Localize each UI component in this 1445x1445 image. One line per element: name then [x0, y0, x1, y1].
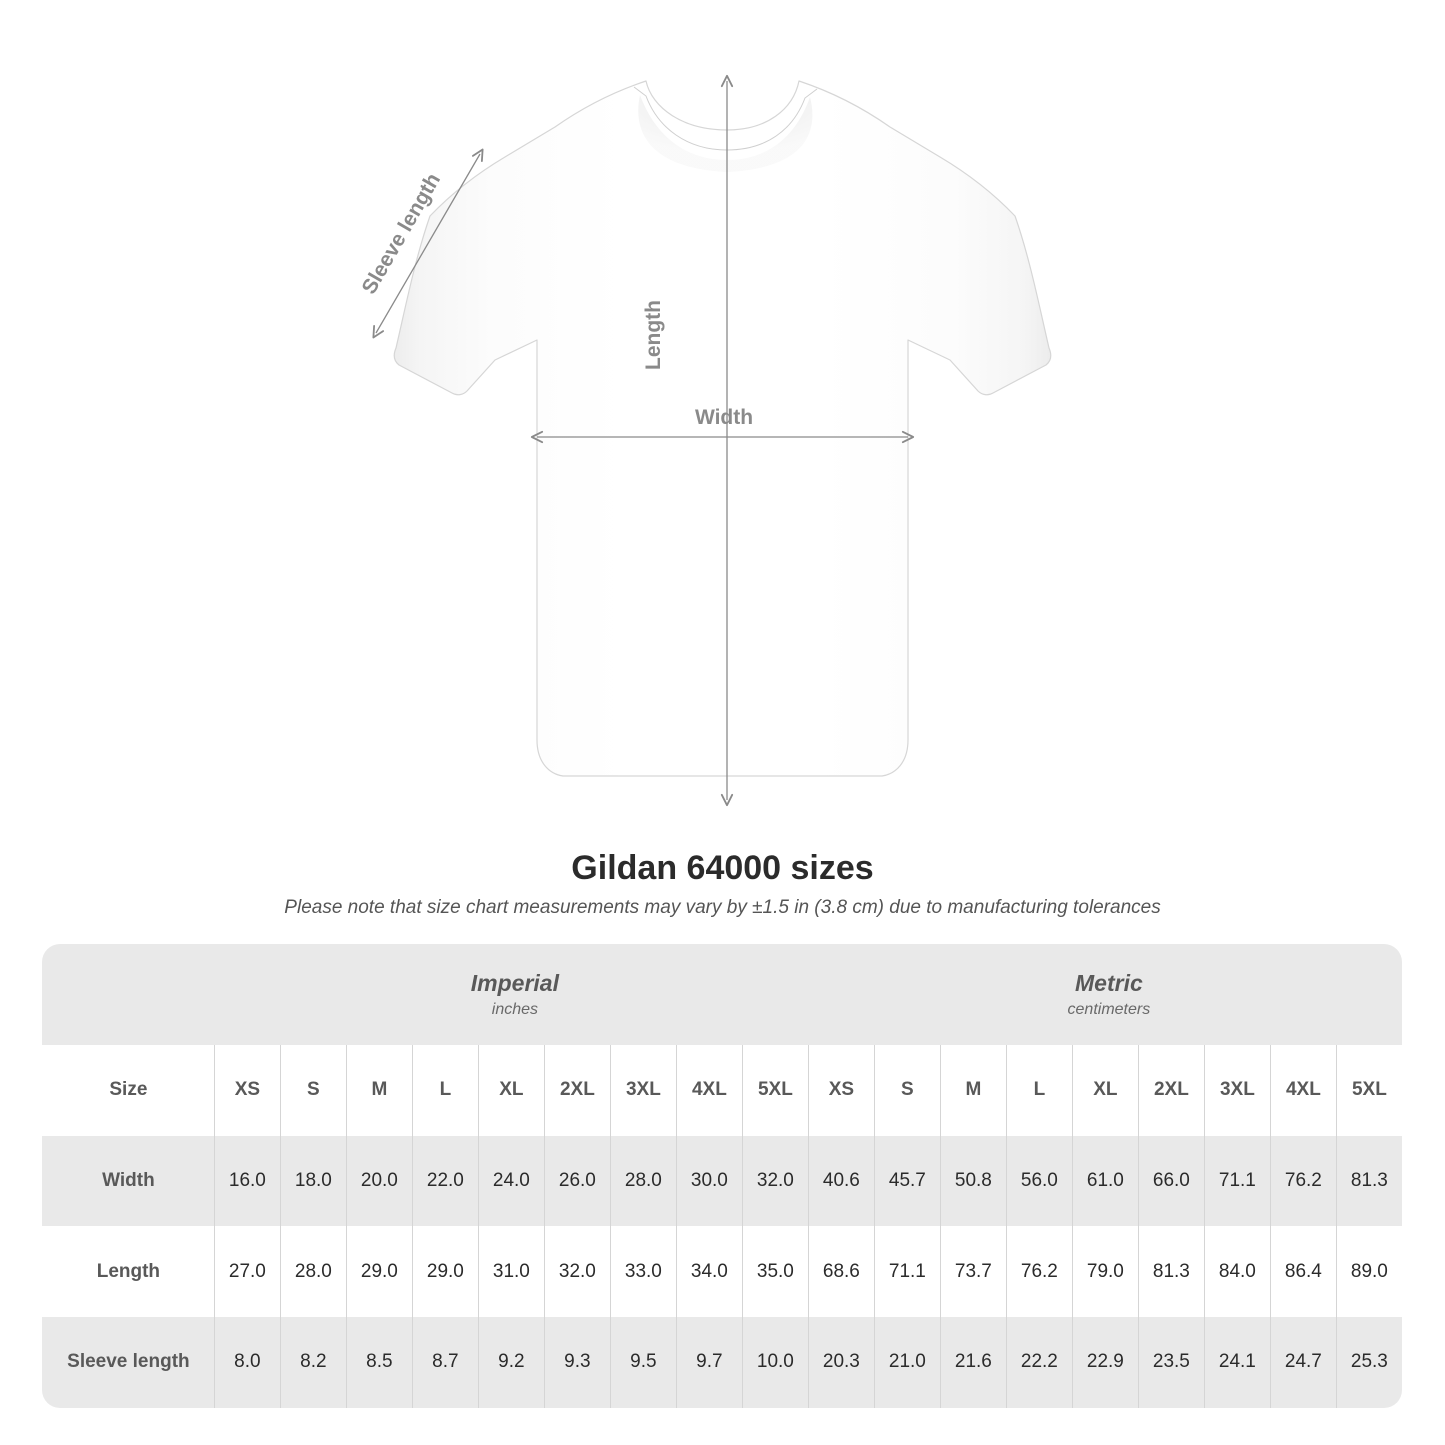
svg-text:Width: Width [695, 406, 753, 429]
svg-text:Length: Length [642, 300, 665, 370]
